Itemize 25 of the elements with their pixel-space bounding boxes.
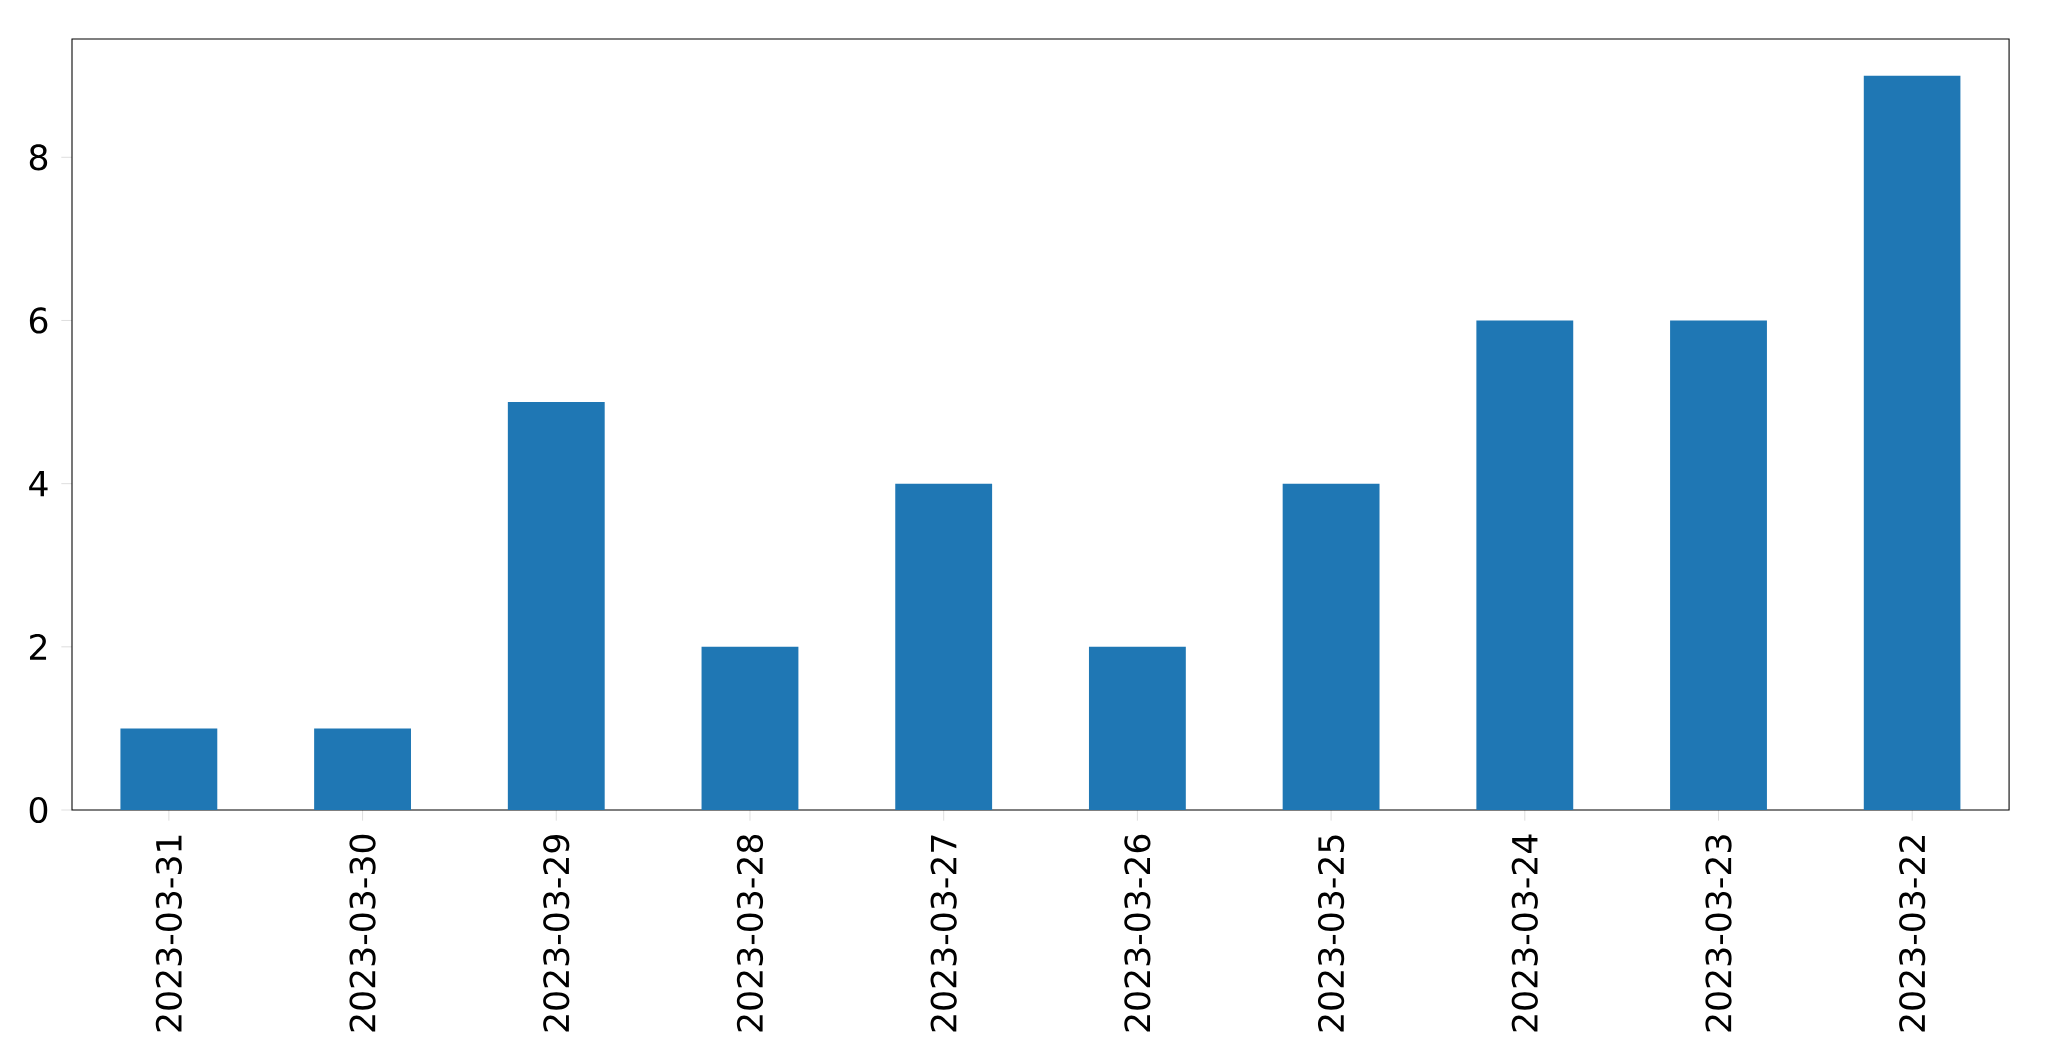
bar: [701, 646, 799, 810]
x-tick-label: 2023-03-25: [1317, 835, 1345, 1032]
bar: [1282, 483, 1380, 810]
bar: [1476, 320, 1574, 810]
x-tick-label: 2023-03-26: [1124, 834, 1151, 1032]
x-tick-label: 2023-03-24: [1511, 834, 1538, 1032]
x-tick-label: 2023-03-27: [930, 835, 957, 1032]
bar: [314, 728, 411, 810]
y-tick-label: 2: [29, 633, 47, 660]
x-tick-label: 2023-03-28: [736, 834, 764, 1032]
x-tick-label: 2023-03-23: [1705, 835, 1732, 1032]
bar: [1088, 646, 1186, 810]
bar: [1863, 75, 1961, 810]
bar: [1670, 320, 1767, 810]
x-tick-label: 2023-03-22: [1899, 836, 1926, 1032]
y-tick-label: 0: [29, 796, 48, 824]
bar: [120, 728, 218, 810]
y-tick-label: 4: [29, 471, 48, 497]
x-tick-label: 2023-03-30: [349, 834, 376, 1032]
y-tick-label: 6: [29, 307, 48, 334]
x-tick-label: 2023-03-31: [155, 835, 182, 1032]
y-tick-label: 8: [29, 144, 48, 171]
bar: [895, 483, 993, 810]
x-tick-label: 2023-03-29: [543, 834, 570, 1032]
bar: [507, 402, 605, 810]
